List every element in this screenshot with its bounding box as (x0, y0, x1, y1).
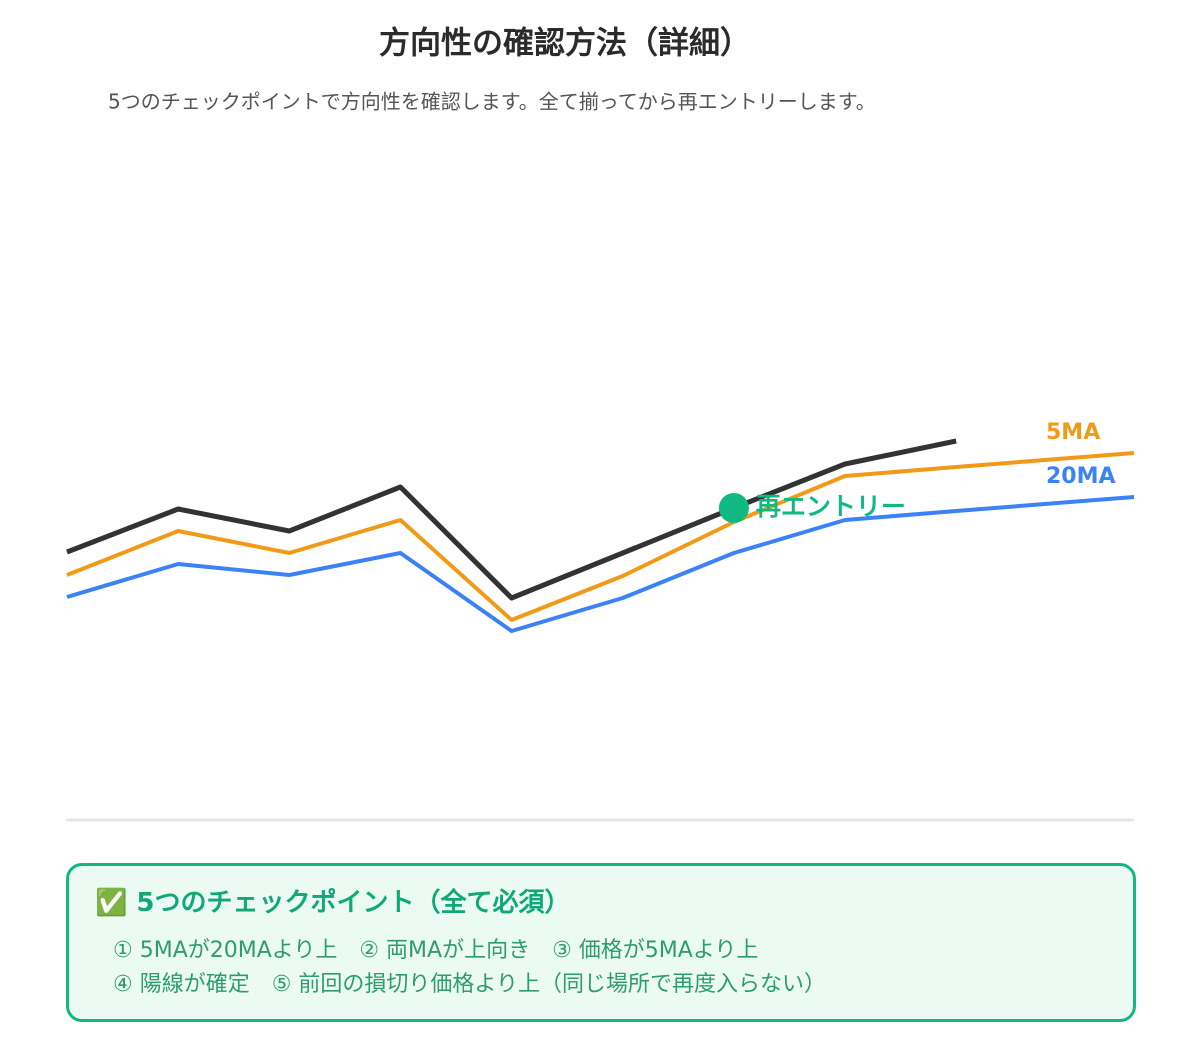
series-line (66, 495, 1135, 633)
entry-marker (718, 493, 749, 523)
checklist-title: ✅ 5つのチェックポイント（全て必須） (95, 888, 571, 918)
chart-subtitle: 5つのチェックポイントで方向性を確認します。全て揃ってから再エントリーします。 (108, 90, 876, 114)
chart: 方向性の確認方法（詳細） 5つのチェックポイントで方向性を確認します。全て揃って… (66, 26, 1135, 822)
series-label: 20MA (1046, 464, 1116, 489)
chart-title: 方向性の確認方法（詳細） (379, 26, 751, 62)
series-line (66, 438, 957, 601)
checklist-line: ④ 陽線が確定 ⑤ 前回の損切り価格より上（同じ場所で再度入らない） (113, 972, 826, 997)
series-label: 5MA (1046, 420, 1100, 445)
checklist-line: ① 5MAが20MAより上 ② 両MAが上向き ③ 価格が5MAより上 (113, 938, 759, 963)
entry-label: 再エントリー (756, 492, 906, 521)
checklist-box: ✅ 5つのチェックポイント（全て必須） ① 5MAが20MAより上 ② 両MAが… (66, 863, 1136, 1022)
series-line (66, 451, 1135, 622)
